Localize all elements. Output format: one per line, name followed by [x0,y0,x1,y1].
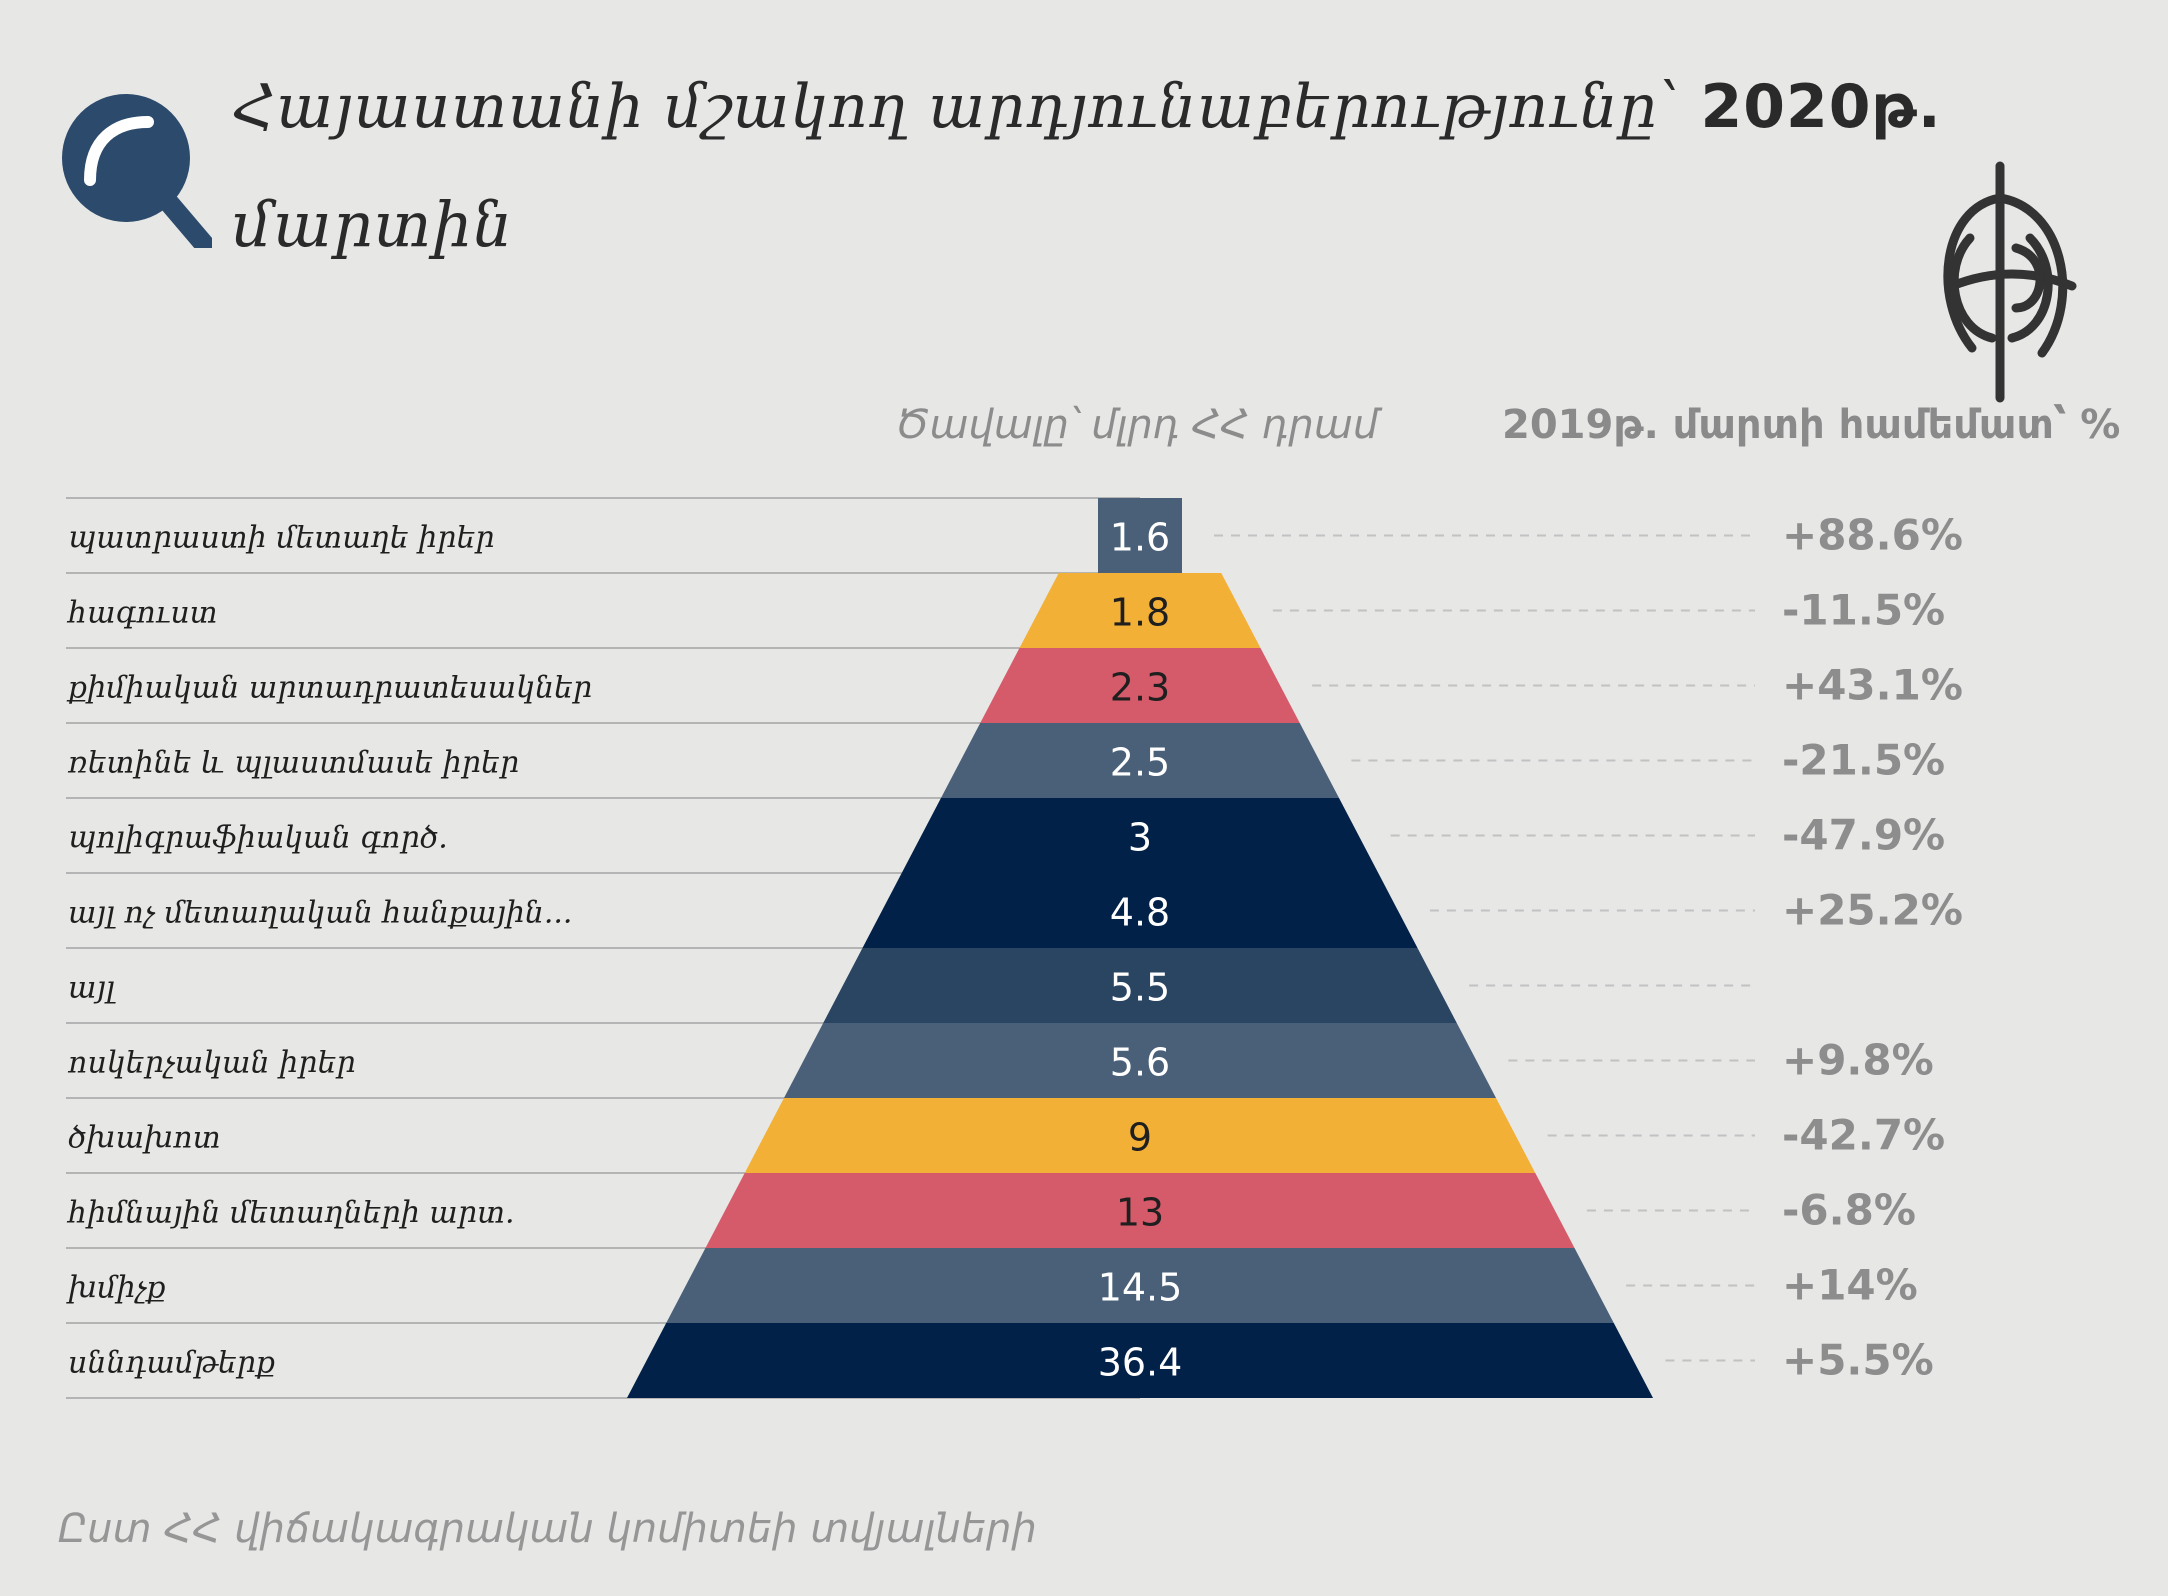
pyramid-band [980,648,1300,723]
category-label: այլ ոչ մետաղական հանքային... [68,896,572,931]
title-line-2: մարտին [232,188,514,261]
category-label: հիմնային մետաղների արտ. [66,1196,515,1231]
value-label: 1.8 [1110,591,1170,635]
value-label: 2.5 [1110,741,1170,785]
pyramid-band [940,723,1340,798]
pyramid-band [862,873,1418,948]
search-icon [62,94,212,248]
change-label: -11.5% [1782,586,1945,635]
source-note: Ըստ ՀՀ վիճակագրական կոմիտեի տվյալների [58,1506,1037,1552]
value-label: 2.3 [1110,666,1170,710]
pyramid-band [783,1023,1497,1098]
column-header-volume: Ծավալը՝ մլրդ ՀՀ դրամ [895,402,1379,448]
category-label: ռետինե և պլաստմասե իրեր [67,746,519,781]
change-label: +9.8% [1782,1036,1934,1085]
change-label: -6.8% [1782,1186,1916,1235]
category-label: այլ [68,971,116,1006]
change-label: +88.6% [1782,511,1963,560]
category-label: պոլիգրաֆիական գործ. [68,821,448,856]
change-label: +43.1% [1782,661,1963,710]
category-label: ծխախոտ [68,1121,221,1156]
value-label: 13 [1116,1191,1164,1235]
category-label: խմիչք [66,1271,166,1306]
value-label: 1.6 [1110,516,1170,560]
column-header-change: 2019թ. մարտի համեմատ՝ % [1502,402,2121,448]
change-label: -21.5% [1782,736,1945,785]
title-line-1: Հայաստանի մշակող արդյունաբերությունը՝ 202… [232,72,1942,142]
value-label: 9 [1128,1116,1152,1160]
change-label: +5.5% [1782,1336,1934,1385]
change-label: -47.9% [1782,811,1945,860]
category-label: սննդամթերք [68,1346,275,1381]
value-label: 36.4 [1098,1341,1183,1385]
category-label: քիմիական արտադրատեսակներ [66,671,592,706]
value-label: 3 [1128,816,1152,860]
category-label: պատրաստի մետաղե իրեր [68,521,495,556]
change-label: -42.7% [1782,1111,1945,1160]
pyramid-band [823,948,1457,1023]
title-text: Հայաստանի մշակող արդյունաբերությունը՝ [232,72,1681,142]
change-label: +25.2% [1782,886,1963,935]
change-label: +14% [1782,1261,1918,1310]
value-label: 4.8 [1110,891,1170,935]
pyramid-band [705,1173,1575,1248]
pyramid-band [1098,498,1182,573]
value-label: 14.5 [1098,1266,1183,1310]
emblem-logo [1943,161,2077,403]
category-label: ոսկերչական իրեր [67,1046,356,1081]
title-year: 2020թ. [1700,72,1942,142]
pyramid-band [626,1323,1654,1398]
value-label: 5.6 [1110,1041,1170,1085]
value-label: 5.5 [1110,966,1170,1010]
pyramid-band [901,798,1379,873]
pyramid-band [666,1248,1614,1323]
pyramid-band [744,1098,1536,1173]
category-label: հագուստ [66,596,218,631]
pyramid-band [1019,573,1261,648]
